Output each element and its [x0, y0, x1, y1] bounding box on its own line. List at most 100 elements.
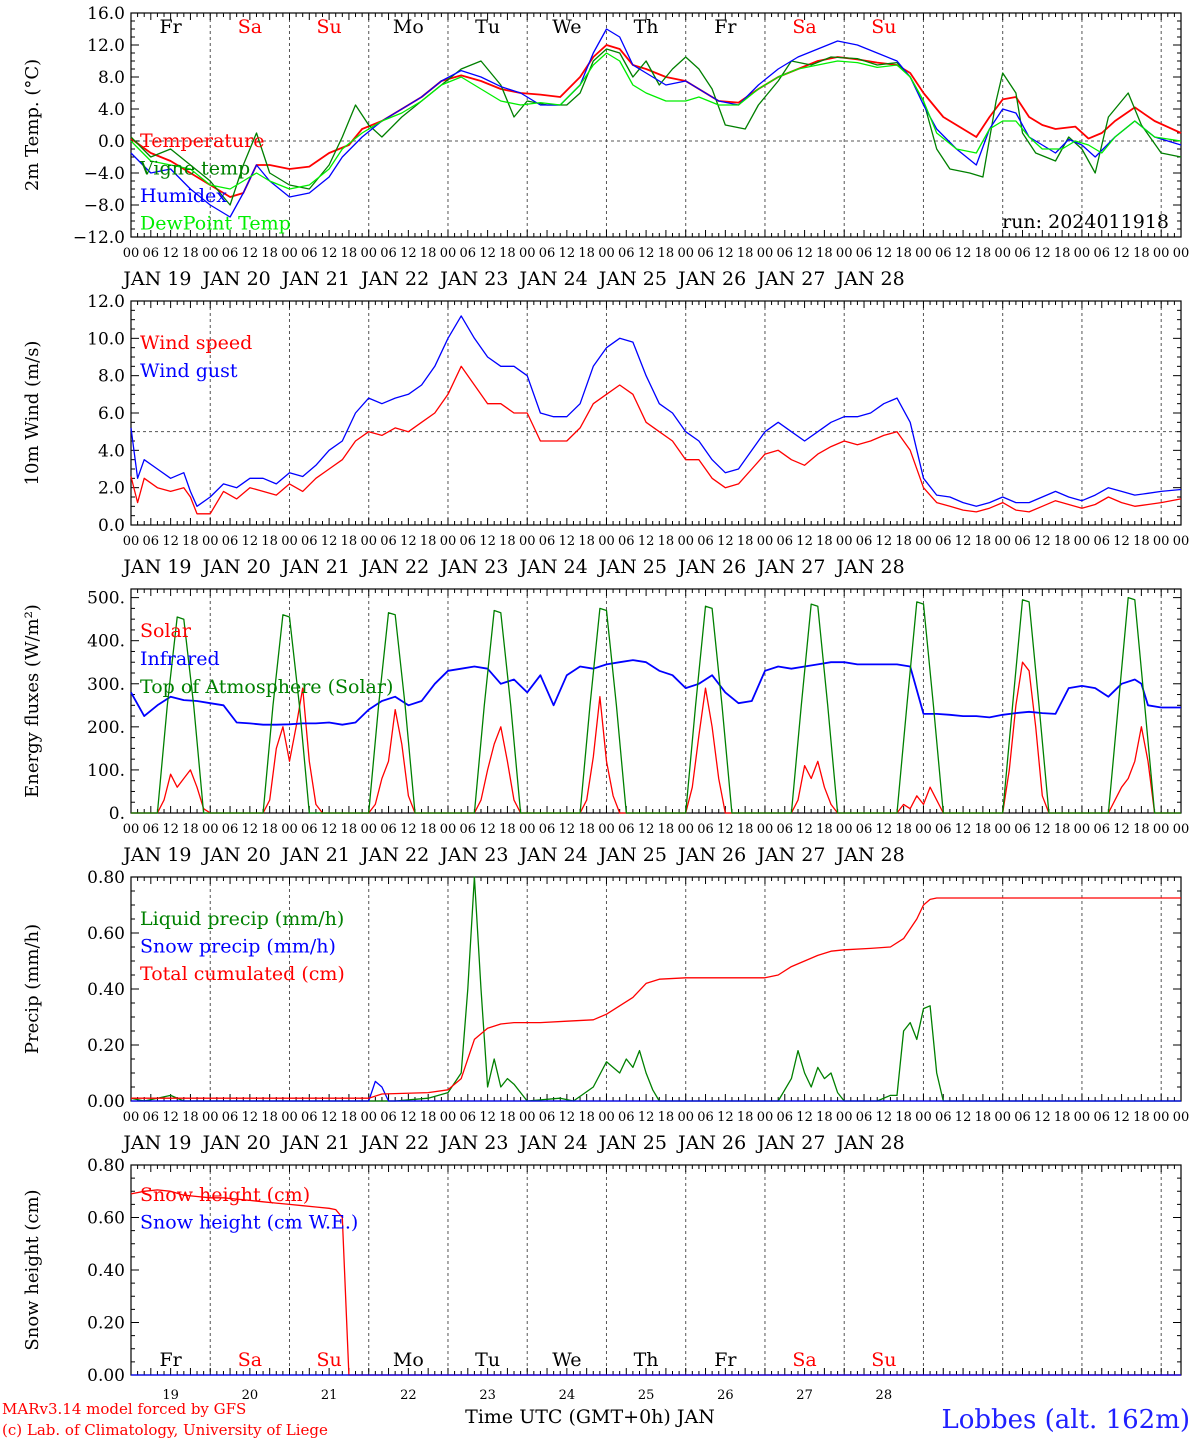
hour-label: 00: [1074, 246, 1091, 261]
day-label: JAN 24: [518, 268, 588, 290]
lab-credit: (c) Lab. of Climatology, University of L…: [2, 1421, 328, 1439]
hour-label: 06: [460, 822, 477, 837]
hour-label: 12: [559, 534, 576, 549]
hour-label: 00: [440, 534, 457, 549]
hour-label: 06: [380, 534, 397, 549]
hour-label: 12: [955, 822, 972, 837]
hour-label: 18: [341, 1110, 358, 1125]
plot-frame: [130, 588, 1182, 814]
hour-label: 12: [717, 246, 734, 261]
hour-label: 18: [261, 822, 278, 837]
y-tick-label: −8.0: [84, 196, 125, 216]
hour-label: 12: [876, 822, 893, 837]
series-line: [130, 28, 1182, 218]
day-number: 23: [479, 1388, 496, 1403]
day-label: JAN 26: [676, 268, 746, 290]
hour-label: 18: [1133, 822, 1150, 837]
hour-label: 06: [1014, 534, 1031, 549]
hour-label: 06: [380, 822, 397, 837]
day-number: 27: [796, 1388, 813, 1403]
hour-label: 18: [341, 822, 358, 837]
hour-label: 00: [994, 1110, 1011, 1125]
hour-label: 06: [222, 1110, 239, 1125]
hour-label: 18: [1054, 1110, 1071, 1125]
hour-label: 18: [420, 1110, 437, 1125]
y-tick-label: 10.0: [87, 329, 125, 349]
hour-label: 06: [935, 1110, 952, 1125]
hour-label: 00: [994, 822, 1011, 837]
hour-label: 06: [1093, 246, 1110, 261]
run-annotation: run: 2024011918: [1002, 211, 1169, 233]
day-number: 20: [242, 1388, 259, 1403]
y-tick-label: 0.40: [87, 1261, 125, 1281]
hour-label: 06: [618, 534, 635, 549]
y-tick-label: 12.0: [87, 36, 125, 56]
hour-label: 00: [281, 534, 298, 549]
hour-label: 12: [559, 1110, 576, 1125]
plot-frame: [130, 300, 1182, 526]
hour-label: 12: [717, 822, 734, 837]
hour-label: 00: [677, 822, 694, 837]
hour-label: 12: [400, 822, 417, 837]
weekday-name: Sa: [792, 16, 816, 38]
hour-label: 06: [856, 822, 873, 837]
hour-label: 12: [638, 1110, 655, 1125]
hour-label: 18: [895, 534, 912, 549]
hour-label: 00: [994, 534, 1011, 549]
hour-label: 12: [955, 1110, 972, 1125]
day-label: JAN 25: [597, 844, 667, 866]
hour-label: 18: [1133, 1110, 1150, 1125]
hour-label: 12: [1113, 822, 1130, 837]
day-label: JAN 21: [280, 268, 350, 290]
day-label: JAN 22: [359, 1132, 429, 1154]
day-label: JAN 27: [755, 844, 825, 866]
hour-label: 00: [836, 534, 853, 549]
hour-label: 12: [638, 534, 655, 549]
hour-label: 06: [539, 822, 556, 837]
hour-label: 12: [796, 246, 813, 261]
weekday-name: Fr: [714, 16, 737, 38]
day-label: JAN 22: [359, 556, 429, 578]
day-label: JAN 20: [201, 268, 271, 290]
hour-label: 06: [380, 1110, 397, 1125]
legend-entry: Total cumulated (cm): [140, 963, 345, 985]
hour-label: 18: [658, 1110, 675, 1125]
hour-label: 06: [618, 1110, 635, 1125]
day-number: 19: [162, 1388, 179, 1403]
hour-label: 12: [479, 246, 496, 261]
hour-label: 06: [539, 246, 556, 261]
day-label: JAN 27: [755, 268, 825, 290]
day-label: JAN 22: [359, 268, 429, 290]
legend-entry: Snow height (cm W.E.): [140, 1212, 358, 1234]
hour-label: 00: [281, 246, 298, 261]
hour-label: 00: [281, 1110, 298, 1125]
hour-label: 06: [1014, 1110, 1031, 1125]
hour-label: 18: [816, 246, 833, 261]
hour-label: 12: [717, 534, 734, 549]
hour-label: 12: [559, 822, 576, 837]
y-tick-label: 0.0: [98, 516, 125, 536]
hour-label: 18: [182, 822, 199, 837]
hour-label: 00: [915, 534, 932, 549]
day-label: JAN 24: [518, 556, 588, 578]
y-tick-label: 8.0: [98, 68, 125, 88]
hour-label: 00: [1074, 534, 1091, 549]
hour-label: 00: [598, 1110, 615, 1125]
day-label: JAN 19: [121, 844, 191, 866]
hour-label: 18: [895, 246, 912, 261]
hour-label: 00: [598, 822, 615, 837]
hour-label: 06: [1093, 822, 1110, 837]
hour-label: 00: [519, 822, 536, 837]
legend-entry: Temperature: [140, 130, 264, 152]
hour-label: 00: [1153, 534, 1170, 549]
day-label: JAN 23: [438, 268, 508, 290]
hour-label: 12: [321, 534, 338, 549]
hour-label: 06: [143, 1110, 160, 1125]
hour-label: 12: [1113, 1110, 1130, 1125]
hour-label: 06: [301, 822, 318, 837]
y-axis-title: 10m Wind (m/s): [22, 341, 43, 486]
hour-label: 00: [440, 1110, 457, 1125]
day-label: JAN 22: [359, 844, 429, 866]
y-tick-label: 200.: [87, 718, 125, 738]
hour-label: 00: [123, 534, 140, 549]
